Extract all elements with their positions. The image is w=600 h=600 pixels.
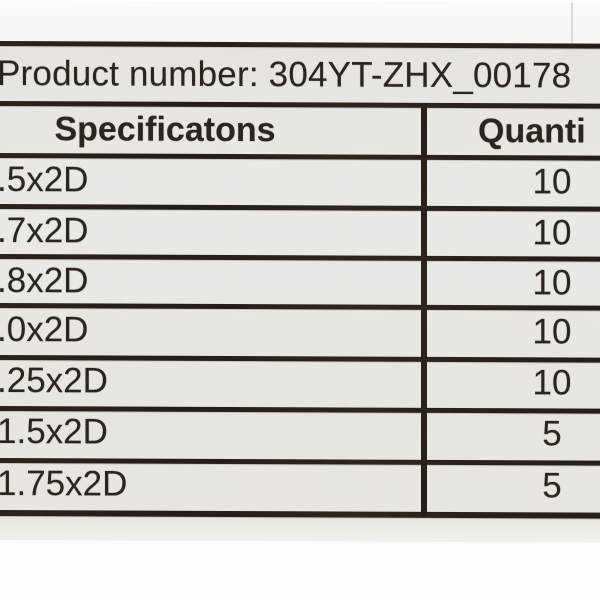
spec-column-header: Specificatons xyxy=(54,110,276,150)
qty-cell: 10 xyxy=(532,213,572,253)
spec-cell: .25x2D xyxy=(0,360,108,401)
product-number-text: Product number: 304YT-ZHX_00178 xyxy=(0,53,572,95)
spec-cell: .7x2D xyxy=(0,210,89,251)
qty-cell: 10 xyxy=(532,312,572,352)
spec-cell: .5x2D xyxy=(0,159,89,200)
qty-cell: 10 xyxy=(532,363,572,403)
spec-cell: 1.5x2D xyxy=(0,411,108,452)
qty-cell: 5 xyxy=(542,414,562,454)
qty-cell: 10 xyxy=(532,162,572,202)
qty-cell: 5 xyxy=(542,466,562,506)
photo-background-top xyxy=(0,0,600,44)
paper-crease-line xyxy=(571,2,573,47)
spec-cell: .8x2D xyxy=(0,260,89,301)
photo-background-bottom xyxy=(0,540,600,600)
spec-cell: 1.75x2D xyxy=(0,463,128,504)
spec-cell: .0x2D xyxy=(0,309,89,350)
qty-cell: 10 xyxy=(532,263,572,303)
qty-column-header: Quanti xyxy=(478,112,586,151)
